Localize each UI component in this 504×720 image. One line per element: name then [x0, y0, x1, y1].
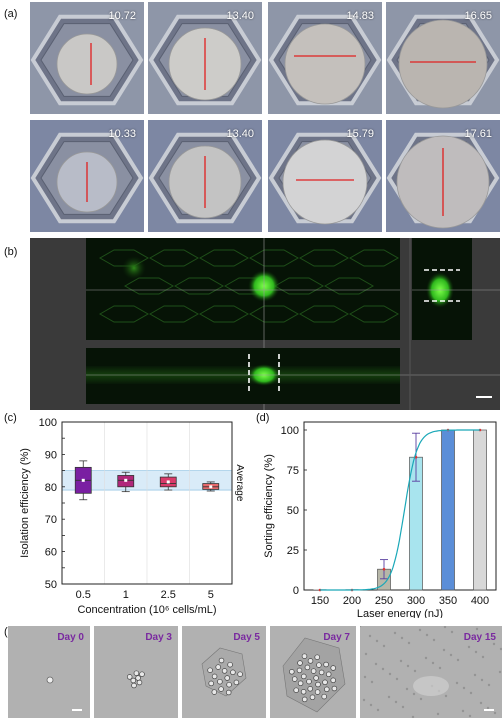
day-label: Day 7	[323, 632, 350, 643]
panel-label-a: (a)	[4, 8, 18, 20]
y-tick-label: 80	[45, 482, 57, 494]
x-axis-label: Laser energy (nJ)	[357, 608, 443, 618]
y-tick-label: 25	[287, 545, 299, 557]
micrograph-tile: 16.65	[386, 2, 500, 114]
x-axis-label: Concentration (10⁶ cells/mL)	[77, 604, 216, 616]
day-image: Day 7	[270, 626, 356, 718]
panel-b-fluorescence	[30, 238, 500, 410]
x-tick-label: 250	[375, 595, 393, 607]
cell-cluster	[282, 139, 368, 225]
micrograph-tile: 13.40	[148, 2, 262, 114]
y-tick-label: 0	[293, 585, 299, 597]
diameter-value: 10.72	[108, 10, 136, 22]
x-tick-label: 1	[123, 589, 129, 601]
panel-c-chart: 50 60 70 80 90 100 0.5 1 2.5 5 Concentration (10⁶ …	[14, 412, 254, 618]
diameter-value: 10.33	[108, 128, 136, 140]
y-axis-label: Sorting efficiency (%)	[263, 454, 275, 558]
x-tick-label: 0.5	[76, 589, 91, 601]
x-tick-label: 150	[311, 595, 329, 607]
micrograph-tile: 10.33	[30, 120, 144, 232]
cell-cluster	[284, 23, 366, 105]
y-tick-label: 100	[281, 425, 299, 437]
cell-cluster	[56, 33, 118, 95]
box-1	[117, 471, 135, 493]
average-label: Average	[234, 464, 245, 502]
y-tick-label: 60	[45, 547, 57, 559]
diameter-value: 14.83	[346, 10, 374, 22]
day-image: Day 5	[182, 626, 266, 718]
x-tick-label: 2.5	[161, 589, 176, 601]
day-image: Day 3	[94, 626, 178, 718]
bar-350	[441, 429, 455, 591]
box-2.5	[159, 473, 177, 491]
cell-fluorescence-dim	[122, 256, 146, 280]
micrograph-tile: 13.40	[148, 120, 262, 232]
bar-400	[473, 429, 487, 591]
fit-curve	[320, 429, 480, 591]
day-label: Day 15	[463, 632, 496, 643]
diameter-value: 15.79	[346, 128, 374, 140]
x-tick-label: 400	[471, 595, 489, 607]
micrograph-tile: 10.72	[30, 2, 144, 114]
y-tick-label: 50	[287, 505, 299, 517]
diameter-value: 13.40	[226, 10, 254, 22]
cell-cluster	[398, 19, 488, 109]
day-label: Day 5	[233, 632, 260, 643]
diameter-value: 13.40	[226, 128, 254, 140]
day-image: Day 0	[8, 626, 90, 718]
x-tick-label: 200	[343, 595, 361, 607]
panel-label-b: (b)	[4, 246, 18, 258]
panel-label-d: (d)	[256, 412, 270, 424]
day-image: Day 15	[360, 626, 502, 718]
diameter-value: 16.65	[464, 10, 492, 22]
x-tick-label: 300	[407, 595, 425, 607]
y-tick-label: 70	[45, 514, 57, 526]
y-tick-label: 90	[45, 449, 57, 461]
y-tick-label: 100	[39, 417, 57, 429]
x-tick-label: 5	[208, 589, 214, 601]
y-axis-label: Isolation efficiency (%)	[19, 448, 31, 558]
diameter-value: 17.61	[464, 128, 492, 140]
micrograph-tile: 14.83	[268, 2, 382, 114]
box-5	[202, 481, 220, 492]
day-label: Day 0	[57, 632, 84, 643]
day-label: Day 3	[145, 632, 172, 643]
y-tick-label: 50	[45, 579, 57, 591]
box-0.5	[74, 460, 92, 501]
micrograph-tile: 17.61	[386, 120, 500, 232]
micrograph-tile: 15.79	[268, 120, 382, 232]
panel-d-chart: 0 25 50 75 100 150 200 250 300 350 400 Laser energy…	[260, 412, 504, 620]
x-tick-label: 350	[439, 595, 457, 607]
y-tick-label: 75	[287, 465, 299, 477]
panel-label-c: (c)	[4, 412, 17, 424]
